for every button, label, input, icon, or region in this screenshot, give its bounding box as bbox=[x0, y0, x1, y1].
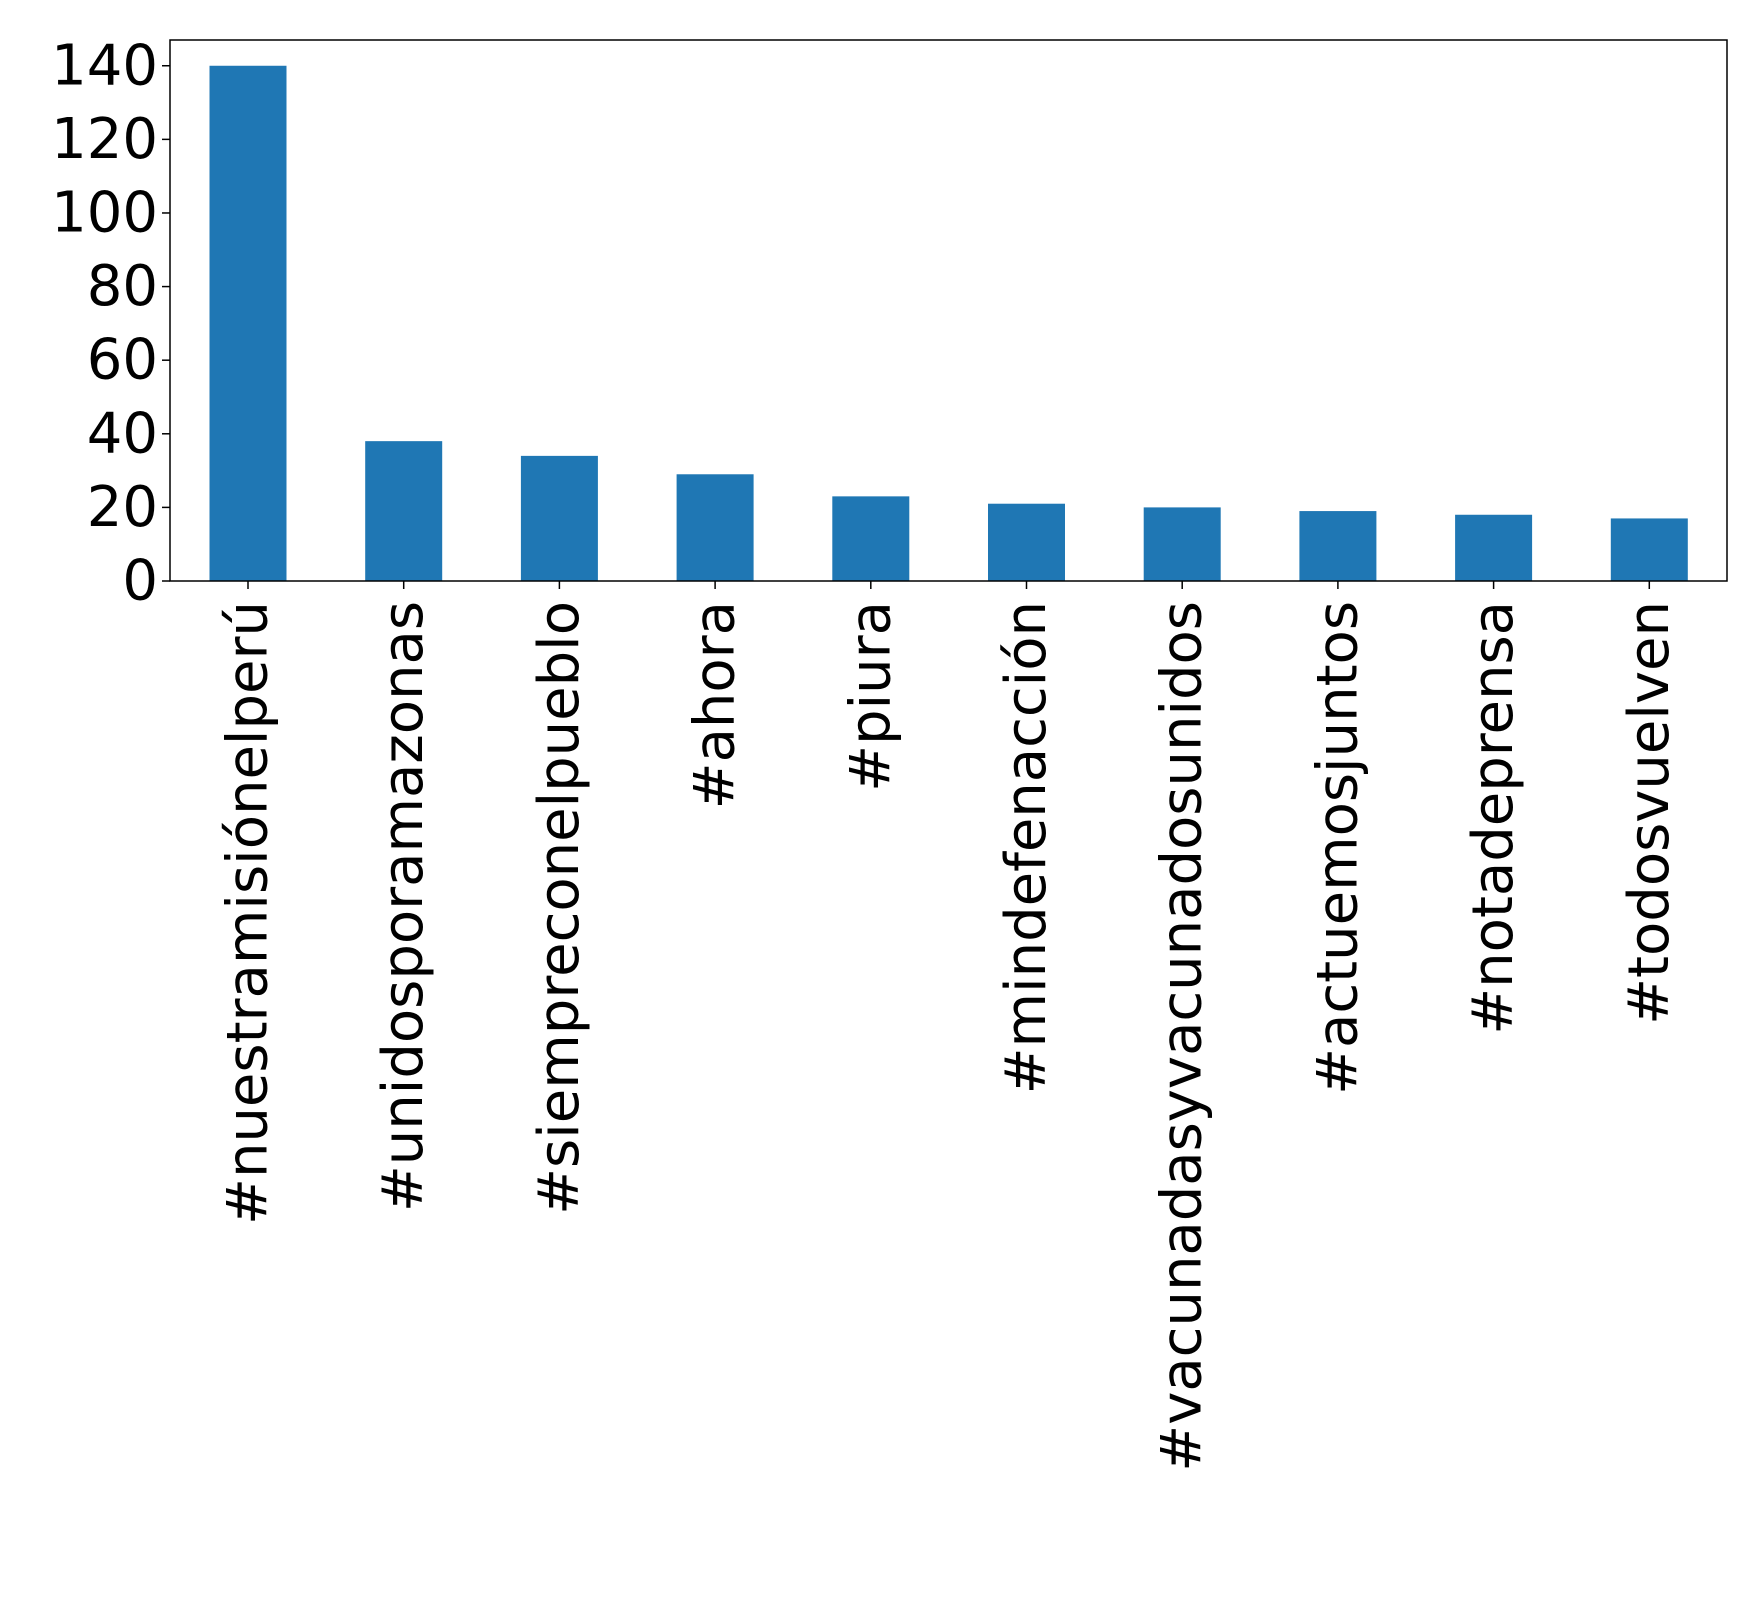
bar-5 bbox=[988, 503, 1065, 581]
bar-3 bbox=[676, 474, 754, 581]
bars-layer bbox=[209, 65, 1688, 581]
x-tick-label-5: #mindefenacción bbox=[994, 601, 1059, 1094]
bar-9 bbox=[1610, 518, 1688, 581]
x-axis: #nuestramisiónelperú #unidosporamazonas #s… bbox=[216, 581, 1682, 1472]
y-tick-label-5: 100 bbox=[51, 180, 158, 245]
x-tick-label-7: #actuemosjuntos bbox=[1305, 601, 1370, 1095]
x-tick-label-6: #vacunadasyvacunadosunidos bbox=[1150, 601, 1215, 1472]
y-axis: 0 20 40 60 80 100 120 140 bbox=[51, 33, 170, 614]
bar-0 bbox=[209, 65, 287, 581]
x-tick-label-9: #todosvuelven bbox=[1617, 601, 1682, 1025]
y-tick-label-6: 120 bbox=[51, 107, 158, 172]
x-tick-label-1: #unidosporamazonas bbox=[371, 601, 436, 1212]
y-tick-label-2: 40 bbox=[87, 401, 158, 466]
bar-2 bbox=[520, 455, 598, 581]
y-tick-label-7: 140 bbox=[51, 33, 158, 98]
bar-1 bbox=[365, 441, 443, 581]
y-tick-label-3: 60 bbox=[87, 328, 158, 393]
y-tick-label-4: 80 bbox=[87, 254, 158, 319]
bar-8 bbox=[1455, 514, 1533, 581]
bar-7 bbox=[1299, 511, 1377, 581]
bar-6 bbox=[1143, 507, 1221, 581]
y-tick-label-0: 0 bbox=[122, 549, 158, 614]
x-tick-label-3: #ahora bbox=[683, 601, 748, 809]
x-tick-label-4: #piura bbox=[838, 601, 903, 792]
x-tick-label-0: #nuestramisiónelperú bbox=[216, 601, 281, 1225]
bar-4 bbox=[832, 496, 910, 581]
x-tick-label-8: #notadeprensa bbox=[1461, 601, 1526, 1035]
y-tick-label-1: 20 bbox=[87, 475, 158, 540]
plot-frame bbox=[169, 39, 1728, 582]
x-tick-label-2: #siempreconelpueblo bbox=[527, 601, 592, 1215]
